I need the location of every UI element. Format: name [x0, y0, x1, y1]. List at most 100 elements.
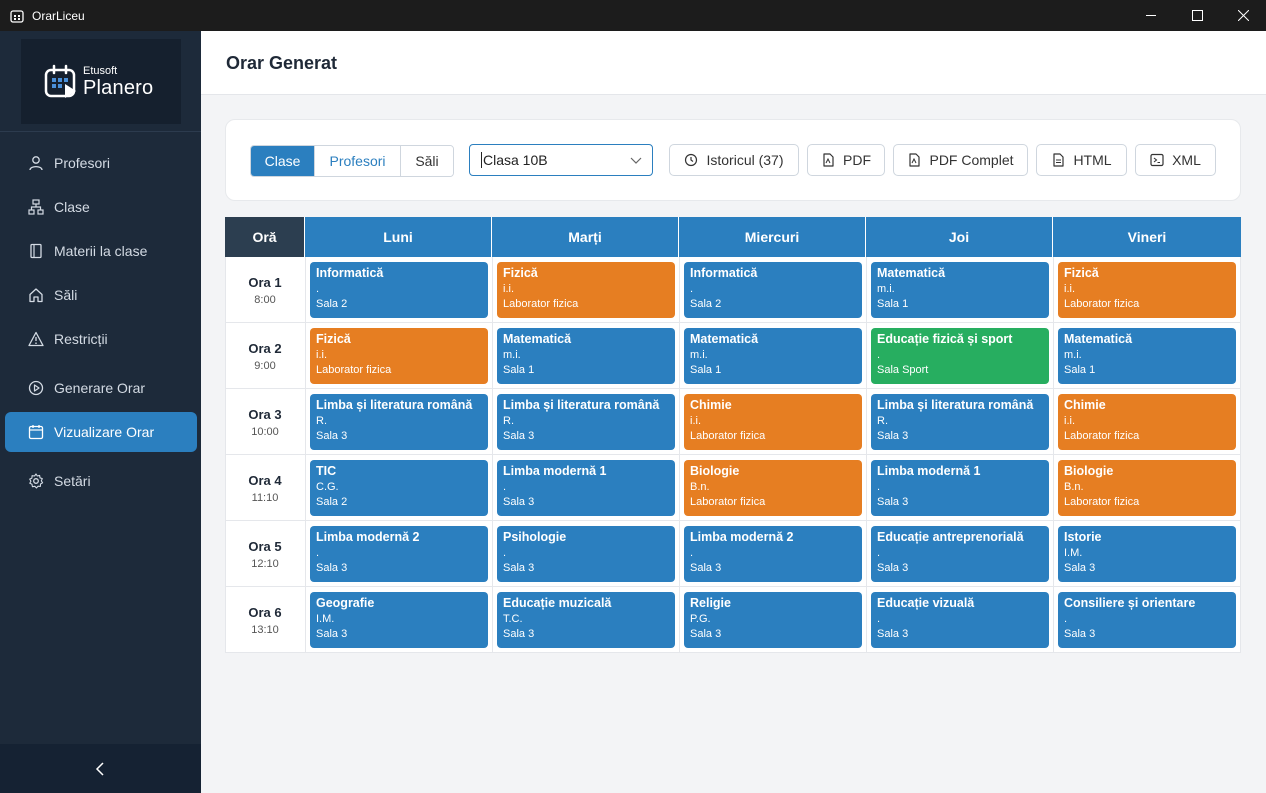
lesson-card[interactable]: Limba modernă 2. Sala 3 — [310, 526, 488, 582]
sidebar-item-setari[interactable]: Setări — [5, 461, 197, 501]
lesson-card[interactable]: Biologie B.n. Laborator fizica — [684, 460, 862, 516]
lesson-card[interactable]: Matematică m.i. Sala 1 — [497, 328, 675, 384]
lesson-card[interactable]: Educație vizuală. Sala 3 — [871, 592, 1049, 648]
lesson-card[interactable]: Limba modernă 1. Sala 3 — [497, 460, 675, 516]
lesson-card[interactable]: Fizică i.i. Laborator fizica — [310, 328, 488, 384]
lesson-card[interactable]: Limba modernă 1. Sala 3 — [871, 460, 1049, 516]
lesson-room: Laborator fizica — [1064, 496, 1140, 508]
sidebar-item-clase[interactable]: Clase — [5, 187, 197, 227]
lesson-card[interactable]: Educație muzicală T.C. Sala 3 — [497, 592, 675, 648]
lesson-subject: Istorie — [1064, 530, 1102, 544]
hour-column-header: Oră — [225, 217, 305, 257]
lesson-card[interactable]: Limba și literatura română R. Sala 3 — [497, 394, 675, 450]
pdf-export-button[interactable]: PDF — [807, 144, 885, 176]
lesson-room: Sala 1 — [503, 364, 535, 376]
maximize-button[interactable] — [1174, 0, 1220, 31]
lesson-card[interactable]: Limba modernă 2. Sala 3 — [684, 526, 862, 582]
lesson-teacher: i.i. — [1064, 415, 1075, 427]
lesson-card[interactable]: Limba și literatura română R. Sala 3 — [310, 394, 488, 450]
class-select[interactable]: Clasa 10B — [469, 144, 653, 176]
lesson-card[interactable]: Consiliere și orientare. Sala 3 — [1058, 592, 1236, 648]
lesson-card[interactable]: Educație antreprenorială. Sala 3 — [871, 526, 1049, 582]
hour-time: 10:00 — [251, 425, 279, 438]
lesson-subject: Matematică — [690, 332, 759, 346]
lesson-teacher: i.i. — [503, 283, 514, 295]
close-button[interactable] — [1220, 0, 1266, 31]
lesson-card[interactable]: Limba și literatura română R. Sala 3 — [871, 394, 1049, 450]
lesson-card[interactable]: Matematică m.i. Sala 1 — [871, 262, 1049, 318]
lesson-teacher: T.C. — [503, 613, 523, 625]
sidebar-item-label: Restricții — [54, 331, 108, 347]
lesson-card[interactable]: Chimie i.i. Laborator fizica — [684, 394, 862, 450]
column-divider — [1053, 257, 1054, 653]
hour-time: 11:10 — [251, 491, 279, 504]
hour-label: Ora 3 — [248, 406, 282, 422]
html-export-button[interactable]: HTML — [1036, 144, 1127, 176]
lesson-room: Sala 3 — [503, 430, 535, 442]
title-bar: OrarLiceu — [0, 0, 1266, 31]
lesson-teacher: m.i. — [503, 349, 521, 361]
page-title: Orar Generat — [226, 53, 338, 73]
lesson-subject: Informatică — [316, 266, 384, 280]
lesson-subject: Limba și literatura română — [503, 398, 660, 412]
lesson-subject: Religie — [690, 596, 731, 610]
xml-export-button[interactable]: XML — [1135, 144, 1216, 176]
hour-time: 13:10 — [251, 623, 279, 636]
lesson-teacher: . — [877, 349, 881, 361]
brand-name: Planero — [83, 76, 154, 99]
user-icon — [29, 156, 43, 171]
network-icon — [28, 199, 44, 215]
sidebar-item-label: Clase — [54, 199, 90, 215]
close-icon — [1237, 10, 1249, 21]
lesson-subject: Fizică — [316, 332, 351, 346]
sidebar-item-materii[interactable]: Materii la clase — [5, 231, 197, 271]
lesson-card[interactable]: Geografie I.M. Sala 3 — [310, 592, 488, 648]
history-button[interactable]: Istoricul (37) — [669, 144, 799, 176]
tab-clase[interactable]: Clase — [251, 146, 315, 176]
lesson-card[interactable]: Informatică. Sala 2 — [684, 262, 862, 318]
lesson-card[interactable]: Psihologie. Sala 3 — [497, 526, 675, 582]
lesson-card[interactable]: Fizică i.i. Laborator fizica — [1058, 262, 1236, 318]
history-icon — [685, 153, 698, 167]
minimize-button[interactable] — [1128, 0, 1174, 31]
lesson-card[interactable]: Istorie I.M. Sala 3 — [1058, 526, 1236, 582]
lesson-card[interactable]: Biologie B.n. Laborator fizica — [1058, 460, 1236, 516]
lesson-teacher: m.i. — [877, 283, 895, 295]
lesson-room: Sala 1 — [1064, 364, 1096, 376]
sidebar-divider — [0, 131, 201, 132]
tab-sali[interactable]: Săli — [401, 146, 453, 176]
lesson-teacher: I.M. — [1064, 547, 1083, 559]
lesson-room: Sala 3 — [877, 562, 909, 574]
hour-label: Ora 2 — [248, 340, 282, 356]
collapse-sidebar-button[interactable] — [0, 744, 201, 793]
day-header-miercuri: Miercuri — [679, 217, 866, 257]
sidebar-item-vizualizare[interactable]: Vizualizare Orar — [5, 412, 197, 452]
sidebar-item-profesori[interactable]: Profesori — [5, 143, 197, 183]
hour-time: 8:00 — [254, 293, 276, 306]
sidebar-item-generare[interactable]: Generare Orar — [5, 368, 197, 408]
lesson-card[interactable]: Matematică m.i. Sala 1 — [1058, 328, 1236, 384]
lesson-subject: Limba modernă 2 — [690, 530, 794, 544]
lesson-teacher: R. — [316, 415, 327, 427]
lesson-card[interactable]: Chimie i.i. Laborator fizica — [1058, 394, 1236, 450]
lesson-card[interactable]: Fizică i.i. Laborator fizica — [497, 262, 675, 318]
history-label: Istoricul (37) — [706, 152, 784, 168]
column-divider — [305, 257, 306, 653]
play-icon — [28, 380, 44, 396]
lesson-card[interactable]: Informatică. Sala 2 — [310, 262, 488, 318]
lesson-subject: Limba modernă 2 — [316, 530, 420, 544]
lesson-card[interactable]: Matematică m.i. Sala 1 — [684, 328, 862, 384]
lesson-card[interactable]: Educație fizică și sport. Sala Sport — [871, 328, 1049, 384]
lesson-subject: Consiliere și orientare — [1064, 596, 1196, 610]
lesson-subject: Matematică — [1064, 332, 1133, 346]
tab-profesori[interactable]: Profesori — [315, 146, 401, 176]
sidebar-item-restrictii[interactable]: Restricții — [5, 319, 197, 359]
hour-label: Ora 4 — [248, 472, 282, 488]
pdf-full-export-button[interactable]: PDF Complet — [893, 144, 1028, 176]
lesson-room: Sala 1 — [690, 364, 722, 376]
lesson-room: Sala 3 — [877, 430, 909, 442]
lesson-card[interactable]: Religie P.G. Sala 3 — [684, 592, 862, 648]
planero-logo-icon — [44, 64, 76, 98]
lesson-card[interactable]: TIC C.G. Sala 2 — [310, 460, 488, 516]
sidebar-item-sali[interactable]: Săli — [5, 275, 197, 315]
